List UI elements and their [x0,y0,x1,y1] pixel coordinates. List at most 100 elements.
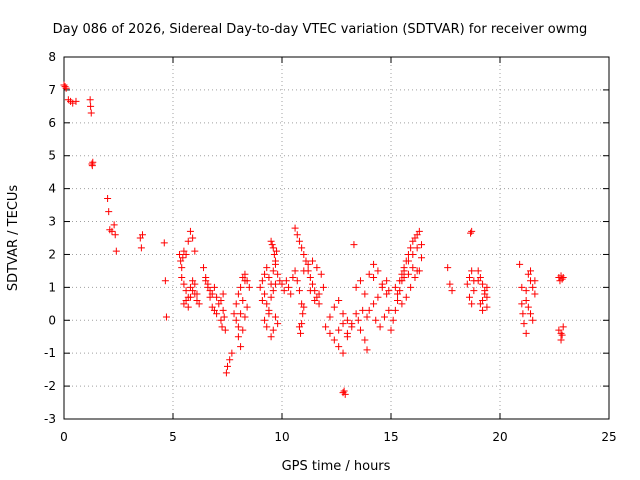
data-point [354,316,362,324]
data-point [483,303,491,311]
data-point [467,229,475,237]
data-point [300,250,308,258]
data-point [300,267,308,275]
data-point [527,310,535,318]
data-point [230,310,238,318]
data-point [206,293,214,301]
data-point [374,293,382,301]
x-axis-label: GPS time / hours [282,459,391,474]
data-point [396,277,404,285]
data-point [237,283,245,291]
data-point [61,83,69,91]
data-point [322,323,330,331]
data-point [184,237,192,245]
data-point [87,109,95,117]
data-point [522,287,530,295]
data-point [468,300,476,308]
data-point [340,387,348,395]
data-point [468,227,476,235]
data-point [204,283,212,291]
data-point [110,221,118,229]
data-point [228,349,236,357]
data-point [518,300,526,308]
data-point [391,306,399,314]
data-point [161,277,169,285]
data-point [112,247,120,255]
data-point [481,290,489,298]
data-point [108,227,116,235]
data-point [269,287,277,295]
data-point [291,224,299,232]
data-point [444,264,452,272]
data-point [374,267,382,275]
data-point [311,297,319,305]
data-point [518,283,526,291]
data-point [335,297,343,305]
data-point [274,320,282,328]
y-axis-ticks: -3 -2 -1 0 1 2 3 4 5 6 7 8 [44,50,609,426]
data-point [413,244,421,252]
data-point [295,287,303,295]
data-point [256,283,264,291]
data-point [306,287,314,295]
data-point [267,237,275,245]
data-point [179,254,187,262]
data-point [285,283,293,291]
data-point [365,270,373,278]
data-point [557,329,565,337]
x-tick-label: 5 [169,430,177,444]
data-point [191,247,199,255]
y-tick-label: 3 [48,215,56,229]
data-point [258,277,266,285]
data-point [394,297,402,305]
data-point [402,293,410,301]
data-point [516,260,524,268]
data-point [309,257,317,265]
data-point [295,237,303,245]
data-point [372,316,380,324]
y-axis-label: SDTVAR / TECUs [6,185,21,292]
data-point [69,99,77,107]
data-point [268,241,276,249]
data-point [218,323,226,331]
data-point [524,303,532,311]
data-point [282,277,290,285]
data-point [160,239,168,247]
data-point [269,326,277,334]
data-point [383,277,391,285]
data-point [293,231,301,239]
data-point [195,300,203,308]
data-point [193,290,201,298]
data-point [234,323,242,331]
data-point [468,267,476,275]
data-point [352,310,360,318]
data-point [418,241,426,249]
data-point [299,310,307,318]
data-point [178,264,186,272]
data-point [289,273,297,281]
data-point [200,264,208,272]
data-point [527,267,535,275]
data-point [263,264,271,272]
data-point [413,267,421,275]
data-point [335,326,343,334]
data-point [380,313,388,321]
data-point [261,270,269,278]
data-point [87,102,95,110]
data-point [202,277,210,285]
x-axis-ticks: 0 5 10 15 20 25 [60,57,617,444]
y-tick-label: -2 [44,379,56,393]
data-point [304,260,312,268]
y-tick-label: 4 [48,182,56,196]
data-point [391,283,399,291]
data-point [263,300,271,308]
data-point [267,333,275,341]
data-point [407,244,415,252]
data-point [263,323,271,331]
data-point [182,250,190,258]
y-tick-label: -3 [44,412,56,426]
data-point [359,306,367,314]
data-point [269,244,277,252]
data-point [317,270,325,278]
